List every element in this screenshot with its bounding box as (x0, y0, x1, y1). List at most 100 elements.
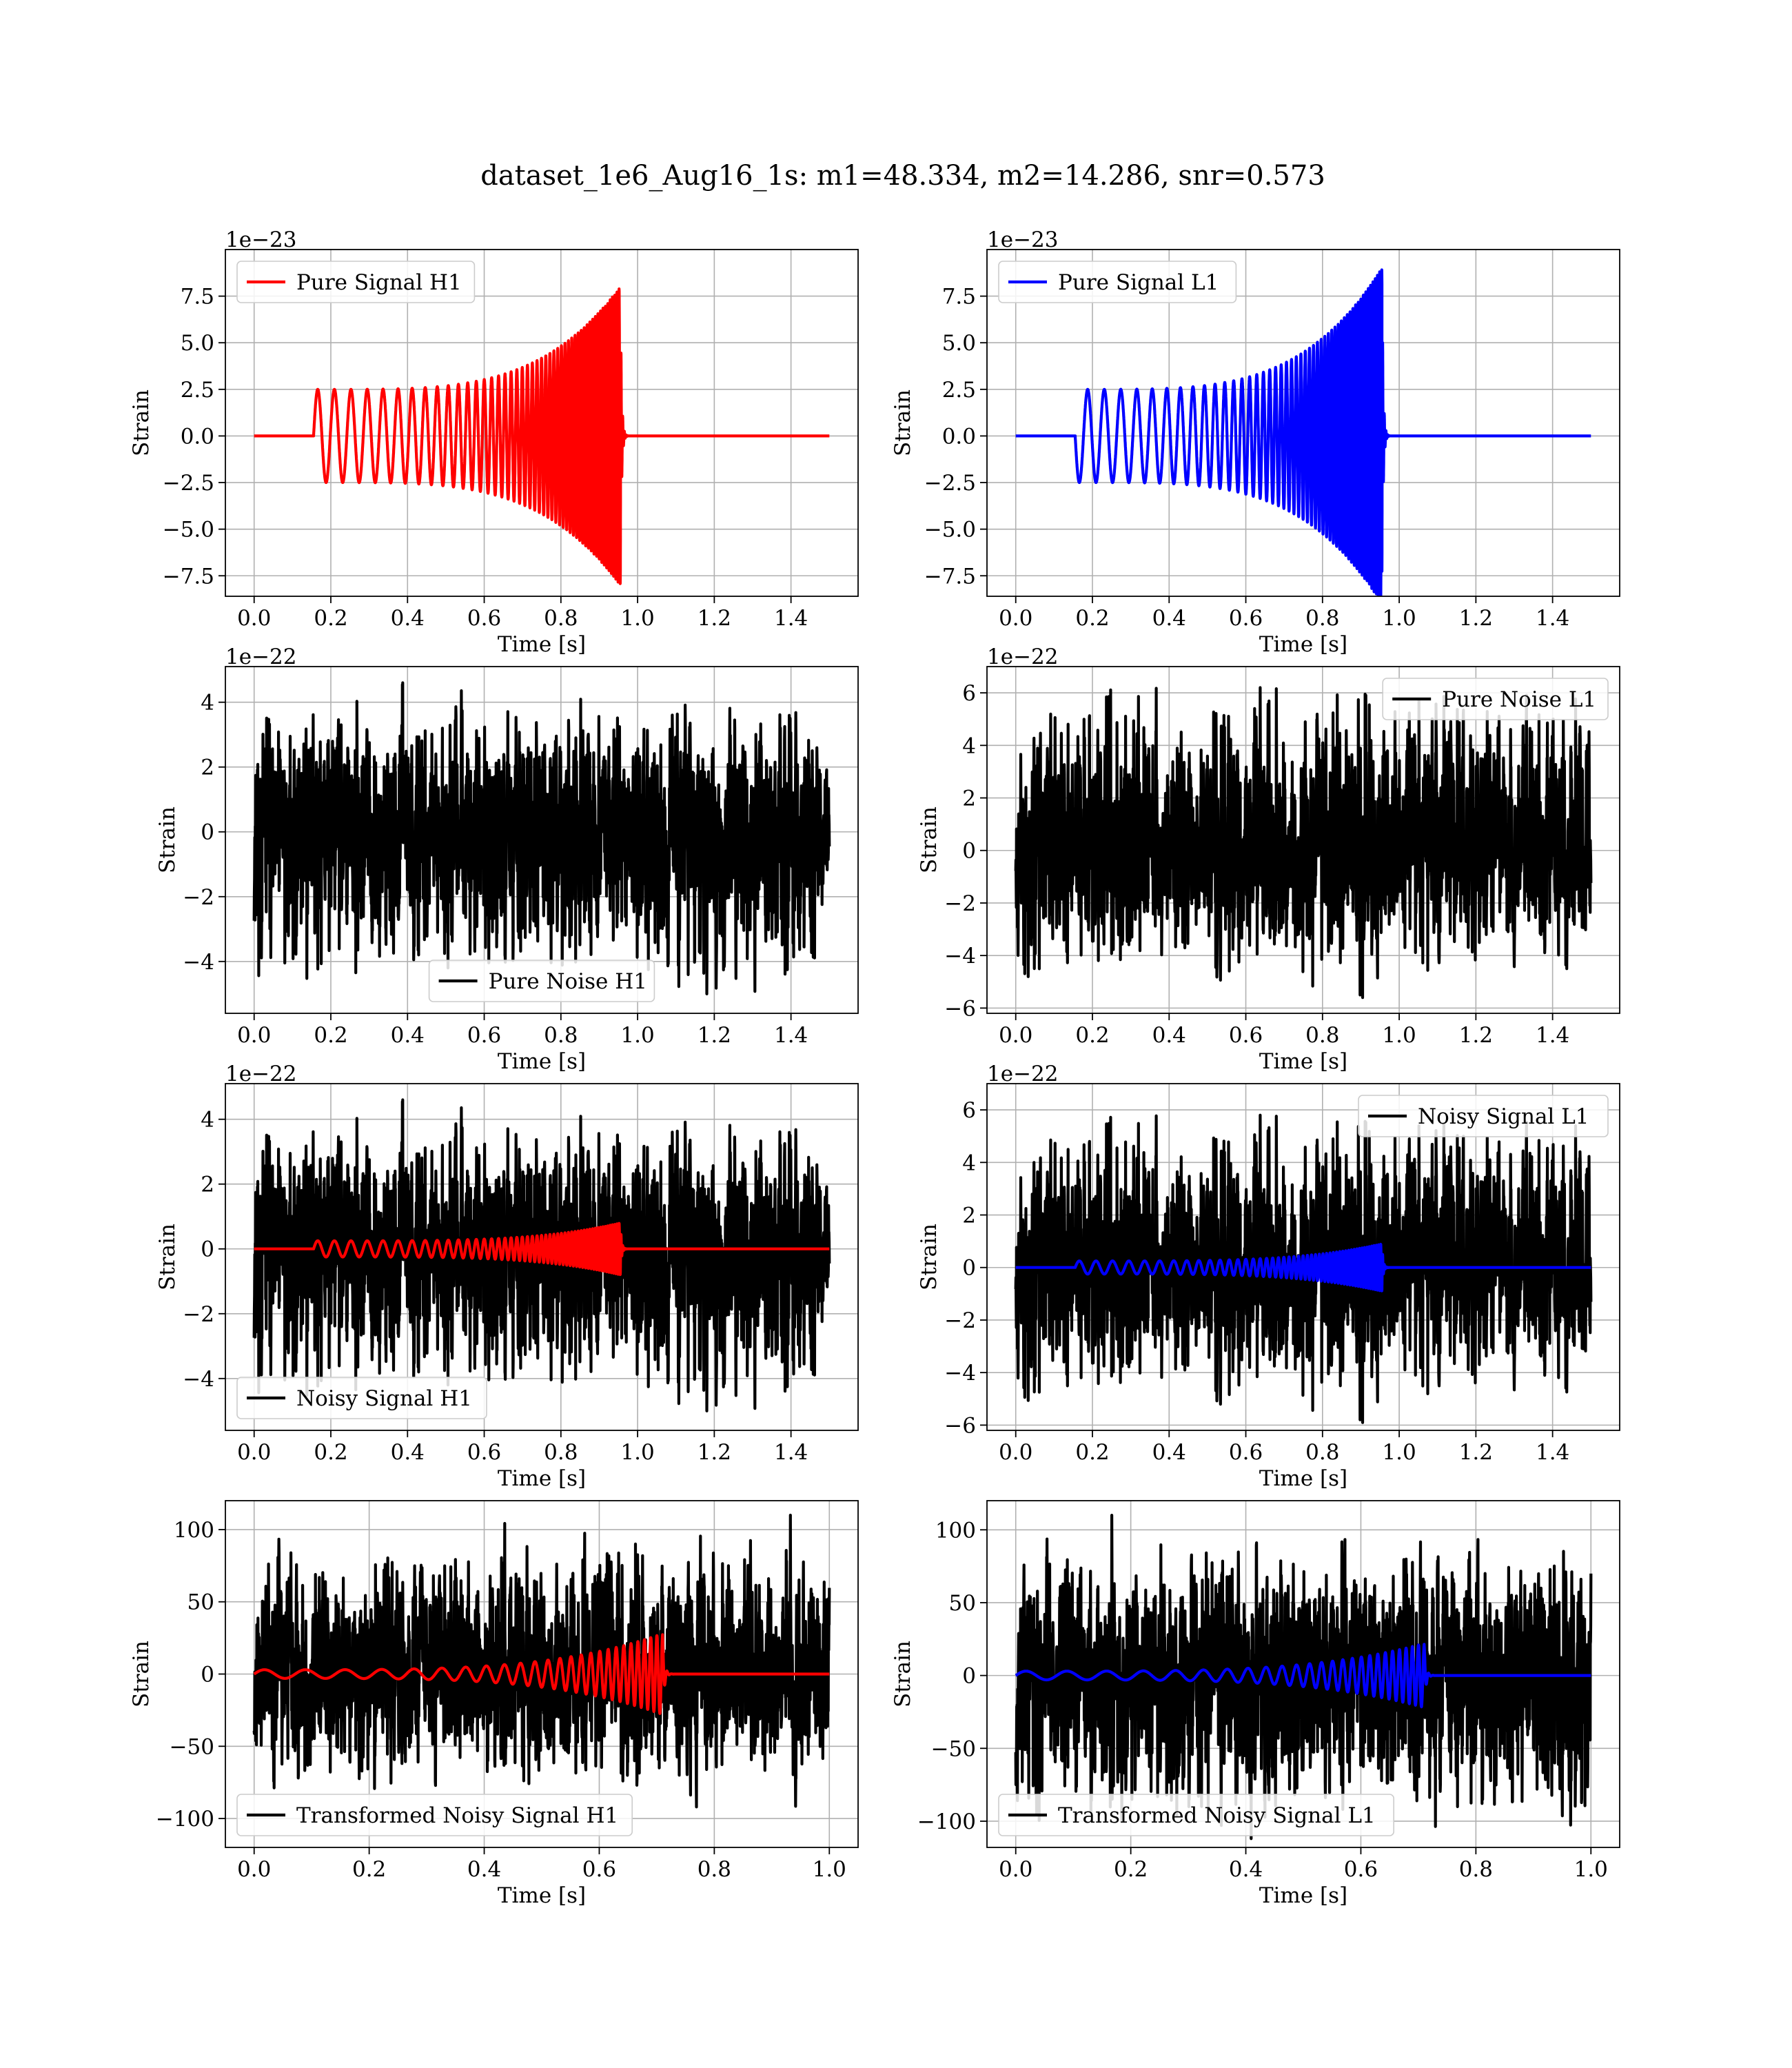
x-tick-label: 0.2 (314, 606, 347, 631)
x-axis-label: Time [s] (498, 1466, 586, 1491)
subplot-pure-noise-l1: 0.0 0.2 0.4 0.6 0.8 1.0 1.2 1.4 −6 −4 −2 0 2 4 6 Time [… (917, 645, 1620, 1074)
y-tick-label: −4 (944, 1361, 976, 1386)
x-tick-label: 0.4 (1152, 1023, 1186, 1048)
x-tick-label: 1.2 (1459, 606, 1493, 631)
series-line-2 (252, 1633, 830, 1715)
legend-label: Transformed Noisy Signal H1 (296, 1803, 618, 1828)
series-group (252, 1098, 831, 1412)
legend: Noisy Signal H1 (236, 1377, 487, 1419)
x-tick-label: 1.0 (620, 1440, 654, 1465)
x-axis-label: Time [s] (1259, 632, 1347, 657)
x-tick-label: 1.2 (1459, 1023, 1493, 1048)
y-offset-text: 1e−22 (225, 645, 297, 669)
y-tick-label: −2 (944, 891, 976, 916)
series-group (1014, 686, 1593, 1000)
legend-box (428, 960, 655, 1002)
y-tick-label: 4 (962, 733, 976, 758)
legend-label: Transformed Noisy Signal L1 (1058, 1803, 1376, 1828)
y-axis-label: Strain (917, 807, 941, 873)
y-tick-label: 7.5 (942, 285, 976, 310)
legend: Pure Noise H1 (428, 960, 655, 1002)
y-tick-label: 6 (962, 1098, 976, 1123)
y-tick-label: −7.5 (924, 564, 976, 589)
y-tick-label: −100 (156, 1807, 214, 1832)
y-tick-label: 2.5 (942, 378, 976, 403)
x-axis-label: Time [s] (498, 1049, 586, 1074)
legend: Transformed Noisy Signal L1 (998, 1794, 1395, 1836)
y-tick-label: 4 (201, 1108, 214, 1133)
series-group (1014, 1113, 1593, 1424)
x-tick-label: 1.4 (774, 606, 808, 631)
y-tick-label: 0 (201, 1663, 214, 1687)
legend-label: Pure Signal H1 (296, 270, 462, 295)
x-tick-label: 0.2 (314, 1023, 347, 1048)
legend-box (236, 1377, 487, 1419)
y-tick-label: 0 (962, 839, 976, 864)
y-tick-label: −5.0 (163, 518, 214, 543)
y-tick-label: −4 (183, 1367, 214, 1392)
y-tick-label: −50 (170, 1734, 214, 1759)
series-line-1 (252, 1098, 831, 1412)
series-group (252, 681, 831, 995)
legend-box (1382, 678, 1609, 720)
x-tick-label: 0.4 (467, 1857, 501, 1882)
series-line-1 (1015, 268, 1591, 596)
series-group (1014, 1514, 1593, 1841)
x-tick-label: 0.0 (999, 1440, 1032, 1465)
x-tick-label: 0.0 (999, 1023, 1032, 1048)
x-tick-label: 0.4 (1152, 1440, 1186, 1465)
series-line-2 (1015, 1242, 1591, 1292)
x-tick-label: 1.0 (620, 1023, 654, 1048)
y-tick-label: −2.5 (924, 471, 976, 496)
x-tick-label: 1.0 (620, 606, 654, 631)
x-tick-label: 1.2 (698, 606, 731, 631)
x-tick-label: 0.4 (391, 1023, 425, 1048)
x-tick-label: 0.8 (544, 606, 578, 631)
y-offset-text: 1e−23 (225, 227, 297, 252)
x-tick-label: 1.0 (1382, 1440, 1416, 1465)
axes-frame (225, 1083, 859, 1431)
axes-frame (986, 249, 1620, 597)
legend-box (998, 1794, 1395, 1836)
x-axis-label: Time [s] (1259, 1049, 1347, 1074)
x-tick-label: 1.2 (698, 1023, 731, 1048)
x-tick-label: 0.0 (237, 1440, 271, 1465)
x-tick-label: 0.6 (467, 1440, 501, 1465)
y-tick-label: 2 (962, 787, 976, 811)
x-tick-label: 0.4 (391, 1440, 425, 1465)
x-tick-label: 0.6 (1344, 1857, 1378, 1882)
subplot-noisy-signal-l1: 0.0 0.2 0.4 0.6 0.8 1.0 1.2 1.4 −6 −4 −2 0 2 4 6 Time [… (917, 1062, 1620, 1491)
y-tick-label: −50 (931, 1736, 976, 1761)
y-tick-label: 5.0 (181, 331, 214, 356)
x-tick-label: 1.2 (1459, 1440, 1493, 1465)
y-axis-label: Strain (129, 1641, 154, 1707)
legend-box (236, 261, 476, 303)
x-tick-label: 0.2 (314, 1440, 347, 1465)
y-offset-text: 1e−22 (987, 1062, 1059, 1086)
y-axis-label: Strain (917, 1224, 941, 1290)
series-line-1 (252, 1513, 831, 1809)
y-axis-label: Strain (155, 1224, 180, 1290)
y-tick-label: 0 (962, 1664, 976, 1689)
y-tick-label: 50 (949, 1591, 976, 1616)
axes-frame (986, 666, 1620, 1014)
x-tick-label: 0.8 (1305, 1440, 1339, 1465)
y-axis-label: Strain (890, 389, 915, 456)
y-axis-label: Strain (129, 389, 154, 456)
x-tick-label: 1.0 (1382, 1023, 1416, 1048)
subplot-pure-noise-h1: 0.0 0.2 0.4 0.6 0.8 1.0 1.2 1.4 −4 −2 0 2 4 Time [s] S… (155, 645, 859, 1074)
y-tick-label: −2.5 (163, 471, 214, 496)
x-tick-label: 0.6 (582, 1857, 616, 1882)
y-tick-label: −4 (183, 950, 214, 975)
legend: Pure Signal H1 (236, 261, 476, 303)
series-group (1015, 268, 1591, 596)
x-axis-label: Time [s] (1259, 1466, 1347, 1491)
x-tick-label: 0.2 (1114, 1857, 1148, 1882)
x-tick-label: 0.0 (999, 606, 1032, 631)
y-tick-label: −6 (944, 1413, 976, 1438)
series-group (254, 287, 830, 585)
figure-title: dataset_1e6_Aug16_1s: m1=48.334, m2=14.2… (480, 160, 1325, 192)
subplot-transformed-noisy-signal-l1: 0.0 0.2 0.4 0.6 0.8 1.0 −100 −50 0 50 100 Time [s] S… (890, 1500, 1620, 1908)
series-group (252, 1513, 831, 1809)
legend: Pure Signal L1 (998, 261, 1237, 303)
